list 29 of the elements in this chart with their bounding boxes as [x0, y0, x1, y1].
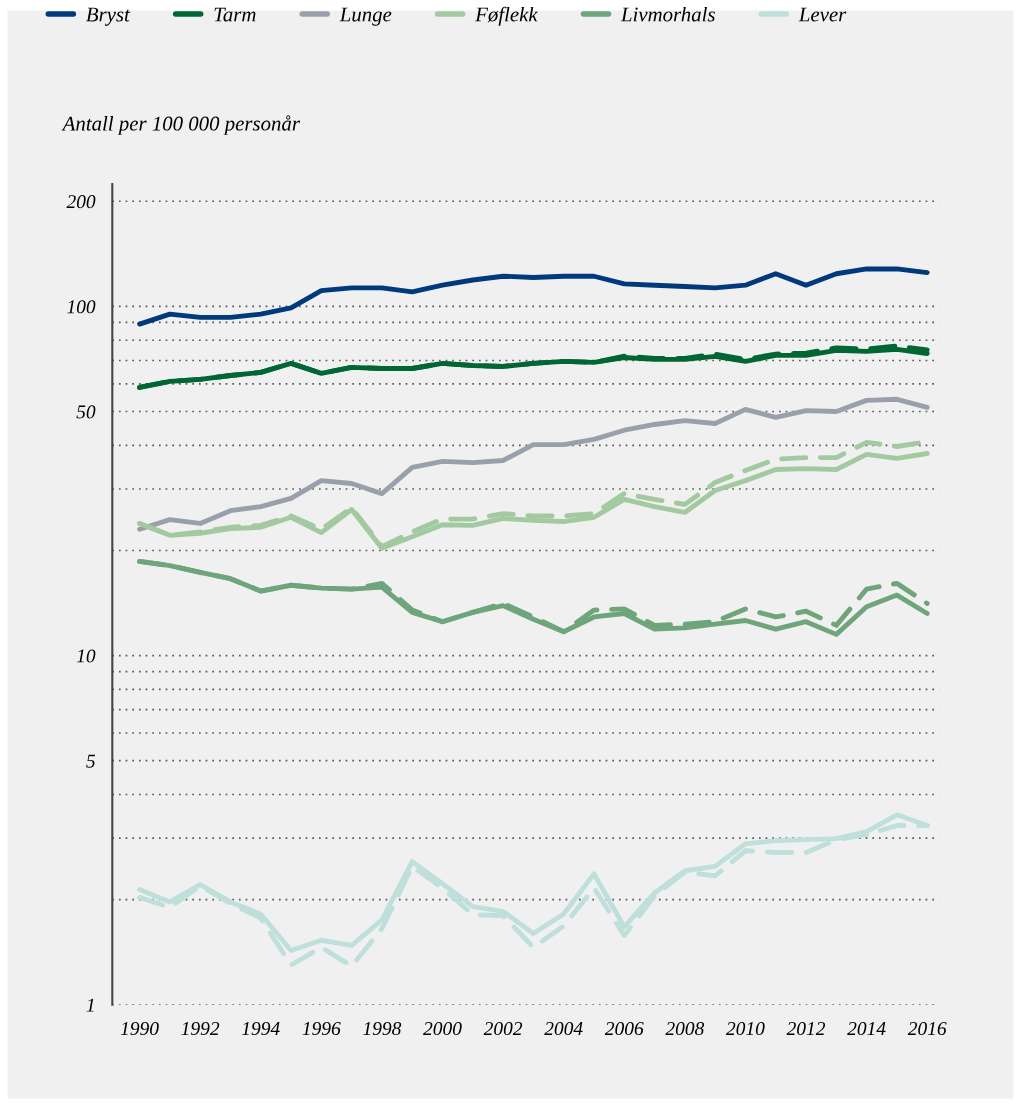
x-tick-label: 2016 [907, 1021, 947, 1036]
y-tick-label: 200 [66, 195, 96, 209]
x-tick-label: 2004 [544, 1021, 583, 1036]
y-tick-label: 10 [76, 649, 96, 663]
x-tick-label: 2014 [847, 1021, 886, 1036]
y-tick-label: 1 [86, 998, 94, 1012]
line-series [137, 396, 930, 532]
y-tick-label: 100 [67, 300, 96, 314]
y-tick-label: 5 [86, 754, 96, 768]
x-tick-label: 1992 [181, 1022, 220, 1036]
x-tick-label: 2002 [483, 1021, 523, 1036]
x-tick-label: 2012 [786, 1021, 826, 1036]
x-tick-label: 1994 [242, 1022, 280, 1036]
x-tick-label: 2010 [726, 1021, 765, 1036]
x-tick-label: 2006 [604, 1021, 644, 1036]
x-tick-label: 2008 [665, 1021, 705, 1036]
y-tick-label: 50 [76, 405, 96, 419]
legend-label: Livmorhals [620, 6, 715, 22]
legend-label: Tarm [214, 7, 256, 22]
legend-label: Lunge [339, 7, 392, 26]
x-tick-label: 2000 [423, 1021, 462, 1036]
x-tick-label: 1996 [302, 1022, 341, 1036]
y-axis-title: Antall per 100 000 personår [61, 115, 301, 135]
line-series [137, 266, 930, 327]
x-tick-label: 1990 [120, 1021, 159, 1036]
legend-label: Bryst [86, 7, 131, 26]
x-tick-label: 1998 [363, 1021, 402, 1036]
legend-label: Lever [798, 7, 847, 22]
legend-label: Føflekk [475, 6, 538, 26]
